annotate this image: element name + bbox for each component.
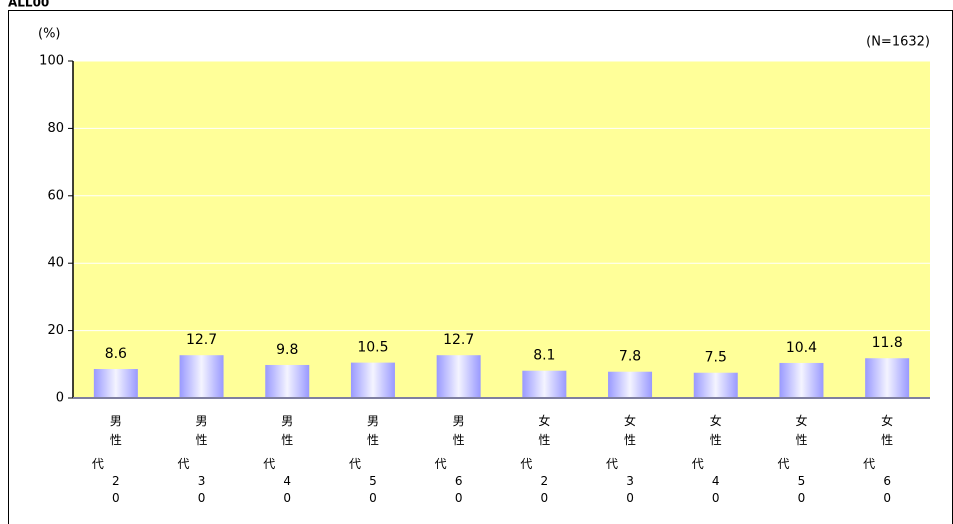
y-tick-label: 100 xyxy=(39,54,64,69)
plot-area xyxy=(73,61,930,398)
bar xyxy=(608,371,653,398)
x-tick-label: 女性 3 0代 xyxy=(606,413,636,505)
x-tick-label: 女性 2 0代 xyxy=(520,413,550,505)
value-label: 12.7 xyxy=(186,332,217,348)
unit-label: (%) xyxy=(38,27,61,42)
sample-note: (N=1632) xyxy=(866,35,930,50)
bar xyxy=(436,355,481,398)
value-label: 11.8 xyxy=(872,335,903,351)
value-label: 7.5 xyxy=(705,350,727,366)
y-tick-label: 80 xyxy=(47,121,64,136)
x-tick-label: 男性 4 0代 xyxy=(263,414,293,505)
bar xyxy=(693,372,738,398)
value-label: 10.4 xyxy=(786,340,817,356)
x-tick-label: 男性 5 0代 xyxy=(349,414,379,505)
bar xyxy=(93,369,138,398)
bar xyxy=(865,358,910,398)
x-tick-label: 女性 6 0代 xyxy=(863,413,893,505)
x-tick-label: 男性 3 0代 xyxy=(178,414,208,505)
bar xyxy=(522,370,567,398)
header: ALL00 xyxy=(8,0,49,10)
x-tick-label: 男性 6 0代 xyxy=(435,414,465,505)
value-label: 12.7 xyxy=(443,332,474,348)
x-tick-label: 女性 4 0代 xyxy=(692,413,722,505)
bar xyxy=(350,362,395,398)
y-tick-label: 40 xyxy=(47,256,64,271)
value-label: 8.6 xyxy=(105,346,127,362)
value-label: 10.5 xyxy=(357,340,388,356)
value-label: 7.8 xyxy=(619,349,641,365)
y-tick-label: 60 xyxy=(47,188,64,203)
value-label: 9.8 xyxy=(276,342,298,358)
y-tick-label: 20 xyxy=(47,323,64,338)
value-label: 8.1 xyxy=(533,348,555,364)
x-tick-label: 女性 5 0代 xyxy=(777,413,807,505)
bar xyxy=(179,355,224,398)
y-tick-label: 0 xyxy=(56,391,64,406)
bar xyxy=(779,362,824,398)
bar xyxy=(265,364,310,398)
x-tick-label: 男性 2 0代 xyxy=(92,414,122,505)
